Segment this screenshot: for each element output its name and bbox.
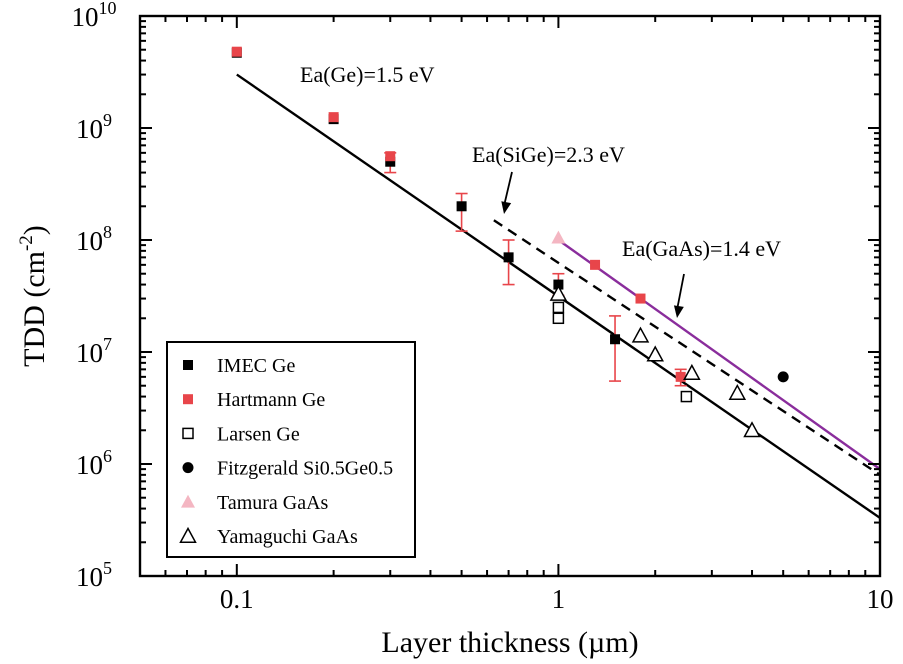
data-point-yamaguchi-gaas [683, 363, 701, 380]
legend-label-yamaguchi-gaas: Yamaguchi GaAs [217, 526, 358, 548]
ge-annotation: Ea(Ge)=1.5 eV [300, 62, 435, 87]
data-point-larsen-ge [552, 301, 565, 314]
gaas-annotation-arrowhead [673, 305, 684, 318]
y-tick-label: 108 [76, 222, 112, 256]
data-point-yamaguchi-gaas [549, 284, 568, 301]
legend-label-larsen-ge: Larsen Ge [217, 423, 300, 445]
gaas-fit-line [557, 239, 880, 471]
legend-box [166, 341, 416, 558]
axes: 0.1 1 10 105 106 107 108 109 1010 Layer thickness… [16, 0, 894, 659]
data-point-imec-ge [456, 201, 467, 212]
data-point-hartmann-ge [590, 259, 601, 270]
x-tick-label: 10 [867, 584, 894, 614]
series-hartmann-ge [231, 46, 686, 382]
legend-label-fitzgerald-si0-5ge0-5: Fitzgerald Si0.5Ge0.5 [217, 458, 393, 480]
data-point-yamaguchi-gaas [646, 345, 664, 362]
plot-frame [138, 14, 882, 578]
legend-marker-fitzgerald-si0-5ge0-5 [182, 462, 194, 474]
legend-label-imec-ge: IMEC Ge [217, 355, 295, 377]
data-point-hartmann-ge [385, 151, 396, 162]
error-bar [455, 192, 468, 232]
y-tick-label: 1010 [72, 0, 117, 32]
data-point-larsen-ge [552, 312, 565, 325]
series-larsen-ge [552, 301, 693, 403]
y-tick-label: 107 [76, 334, 112, 368]
error-bar [609, 315, 622, 382]
series-yamaguchi-gaas [549, 284, 761, 438]
legend-marker-imec-ge [183, 360, 193, 370]
x-tick-label: 1 [552, 584, 566, 614]
y-tick-label: 109 [76, 110, 112, 144]
data-point-hartmann-ge [231, 46, 242, 57]
x-tick-label: 0.1 [220, 584, 254, 614]
data-point-yamaguchi-gaas [728, 383, 747, 401]
data-point-imec-ge [553, 279, 564, 290]
error-bars [384, 152, 687, 387]
data-point-imec-ge [610, 334, 621, 345]
sige-annotation: Ea(SiGe)=2.3 eV [472, 142, 625, 167]
y-tick-label: 106 [76, 446, 112, 480]
data-point-tamura-gaas [551, 230, 566, 244]
legend-marker-hartmann-ge [183, 394, 193, 405]
legend-marker-yamaguchi-gaas [179, 526, 197, 543]
data-point-yamaguchi-gaas [631, 326, 650, 343]
legend-label-hartmann-ge: Hartmann Ge [217, 389, 325, 411]
data-points [231, 46, 789, 438]
series-tamura-gaas [551, 230, 566, 244]
y-axis-title: TDD (cm-2) [16, 225, 51, 367]
data-point-imec-ge [503, 252, 514, 263]
annotations: Ea(Ge)=1.5 eV Ea(SiGe)=2.3 eV Ea(GaAs)=1.4… [300, 62, 781, 318]
data-point-imec-ge [385, 156, 396, 167]
legend-marker-tamura-gaas [181, 494, 195, 508]
data-point-hartmann-ge [328, 112, 339, 123]
data-point-larsen-ge [680, 390, 693, 403]
gaas-annotation: Ea(GaAs)=1.4 eV [622, 236, 781, 261]
sige-annotation-arrow [503, 171, 513, 207]
legend-marker-larsen-ge [182, 427, 194, 440]
sige-fit-line [493, 219, 880, 476]
gaas-annotation-arrow [676, 273, 685, 311]
y-tick-label: 105 [76, 558, 112, 592]
legend-label-tamura-gaas: Tamura GaAs [217, 492, 329, 514]
x-axis-title: Layer thickness (µm) [381, 626, 638, 659]
data-point-yamaguchi-gaas [743, 421, 761, 438]
data-point-fitzgerald-si0-5ge0-5 [777, 371, 789, 383]
legend: IMEC Ge Hartmann Ge Larsen Ge Fitzgerald Si… [166, 341, 416, 558]
series-fitzgerald-si0-5ge0-5 [777, 371, 789, 383]
data-point-hartmann-ge [675, 371, 686, 382]
sige-annotation-arrowhead [501, 201, 512, 214]
data-point-hartmann-ge [635, 293, 646, 304]
